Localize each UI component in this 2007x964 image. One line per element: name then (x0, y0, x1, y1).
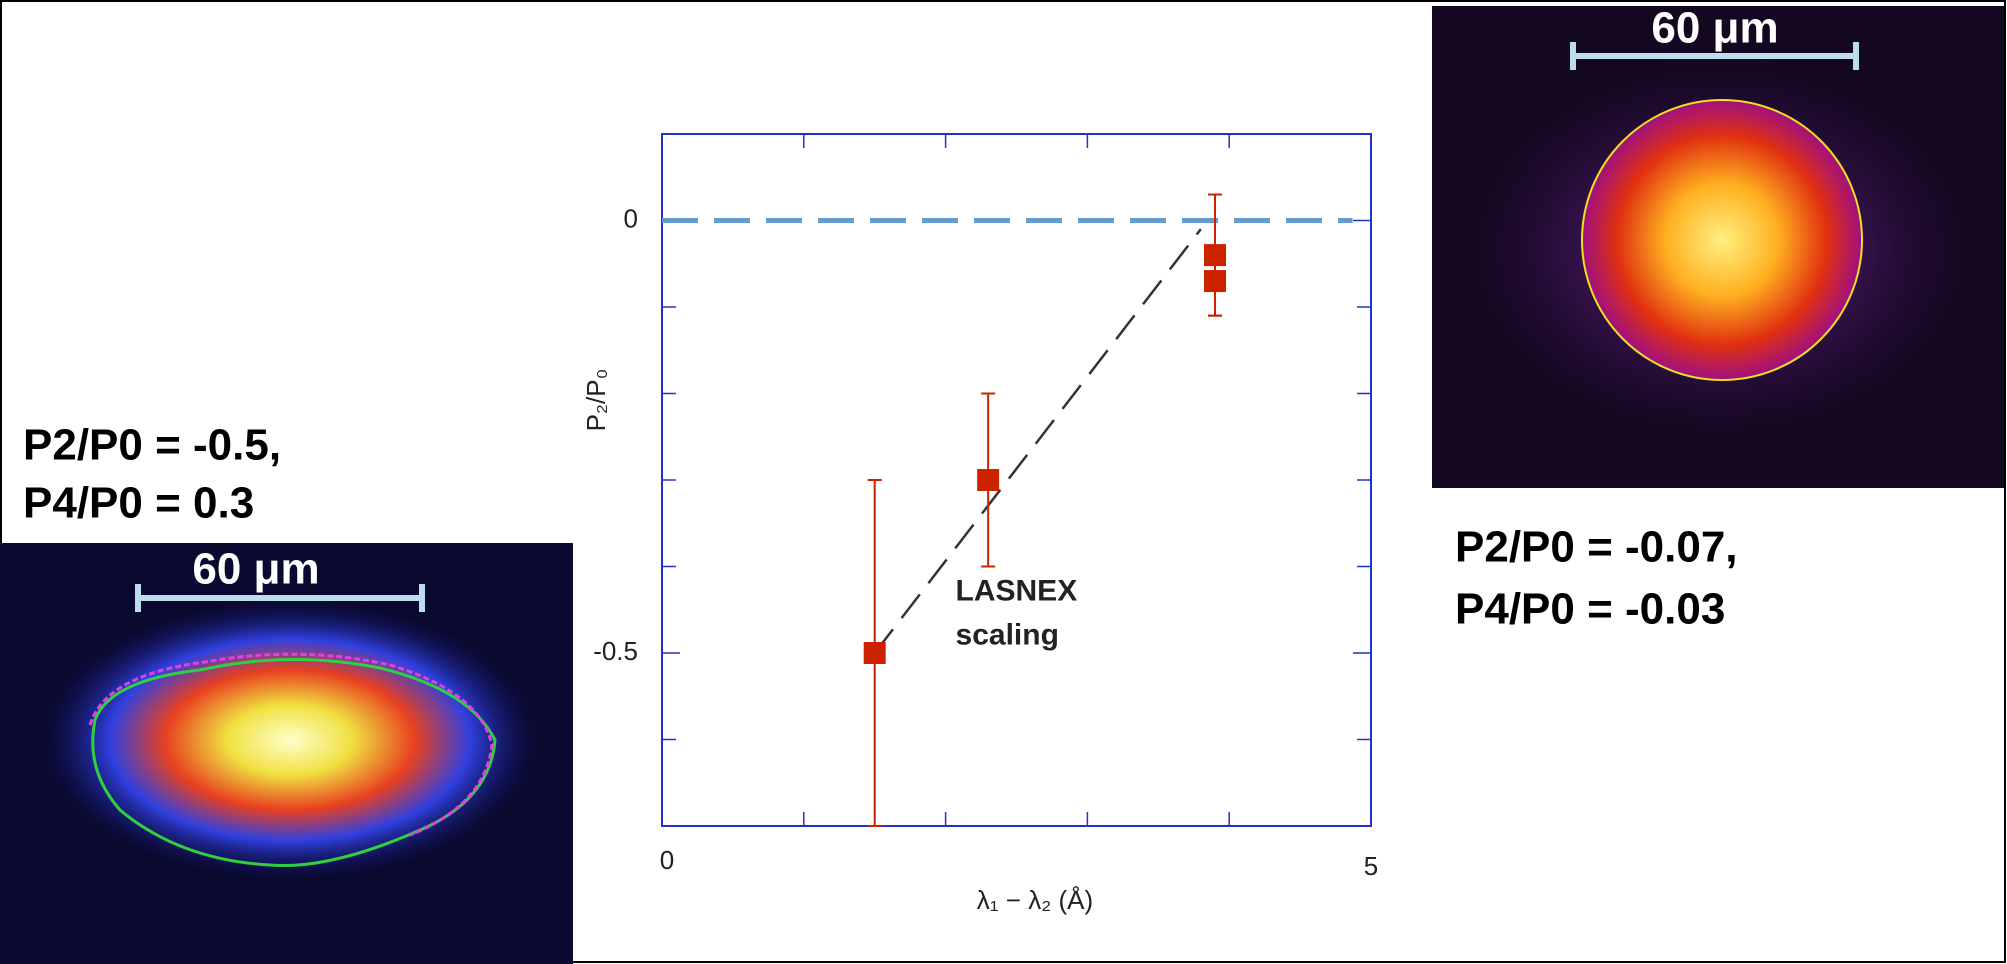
y-tick-label: -0.5 (593, 636, 638, 666)
annotation: scaling (956, 618, 1059, 651)
fit-line (873, 228, 1202, 654)
left-label: P2/P0 = -0.5, (23, 421, 281, 470)
annotation: LASNEX (956, 574, 1078, 607)
y-axis-label: P₂/P₀ (581, 369, 611, 432)
right-image: 60 μm (1432, 4, 2004, 488)
plot-frame (661, 133, 1372, 827)
point (863, 642, 886, 664)
x-tick-label: 0 (660, 845, 674, 875)
point (977, 469, 1000, 491)
right-label: P4/P0 = -0.03 (1455, 585, 1725, 634)
scale-bar-label: 60 μm (1651, 4, 1778, 53)
y-tick-label: 0 (624, 203, 638, 233)
x-tick-label: 5 (1364, 851, 1378, 881)
point (1204, 270, 1227, 293)
right-label: P2/P0 = -0.07, (1455, 523, 1738, 572)
scale-bar-label: 60 μm (192, 545, 319, 594)
left-image: 60 μm (0, 543, 573, 964)
left-label: P4/P0 = 0.3 (23, 479, 254, 528)
x-axis-label: λ₁ − λ₂ (Å) (977, 885, 1093, 915)
